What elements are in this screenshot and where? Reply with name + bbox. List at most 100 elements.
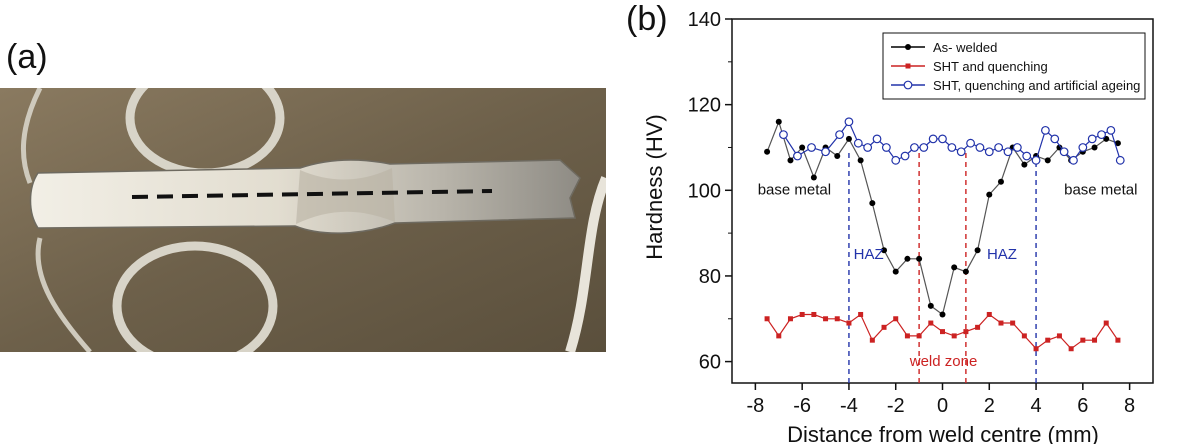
data-point <box>986 311 992 317</box>
data-point <box>835 130 844 140</box>
data-point <box>900 151 910 161</box>
data-point <box>975 324 981 330</box>
x-tick-label: 0 <box>937 395 948 417</box>
data-point <box>1106 125 1116 135</box>
measurement-dashed-line <box>131 189 493 199</box>
data-point <box>910 143 919 152</box>
data-point <box>764 316 770 322</box>
data-point <box>881 143 891 152</box>
legend: As- welded SHT and quenching SHT, quenchin… <box>882 32 1146 100</box>
x-tick-label: 8 <box>1124 395 1135 417</box>
y-tick-label: 120 <box>688 95 721 117</box>
data-point <box>928 134 938 144</box>
data-point <box>892 268 899 275</box>
data-point <box>821 147 830 157</box>
data-point <box>986 191 993 198</box>
reference-lines <box>848 151 1037 383</box>
data-point <box>940 329 945 335</box>
data-point <box>869 200 876 207</box>
data-point <box>1114 140 1121 147</box>
x-tick-label: 2 <box>984 395 995 417</box>
data-point <box>1033 346 1039 352</box>
legend-marker <box>905 44 911 50</box>
data-point <box>776 333 782 339</box>
data-point <box>966 138 975 148</box>
data-point <box>997 178 1004 185</box>
data-point <box>1021 161 1028 168</box>
data-point <box>1069 155 1078 165</box>
data-point <box>881 247 888 254</box>
weld-bead <box>296 168 395 224</box>
data-point <box>951 333 957 339</box>
data-point <box>928 320 934 326</box>
data-point <box>881 324 887 330</box>
left-wire <box>21 88 92 352</box>
legend-label: SHT, quenching and artificial ageing <box>933 78 1140 93</box>
data-point <box>1031 155 1041 165</box>
y-tick-label: 100 <box>688 180 721 202</box>
annotation-label: HAZ <box>987 246 1017 263</box>
data-point <box>893 316 899 322</box>
legend-box <box>882 32 1146 100</box>
data-point <box>1092 337 1098 343</box>
legend-marker <box>905 63 911 69</box>
data-point <box>963 329 969 335</box>
annotations: base metal base metal HAZ HAZ weld zone <box>758 182 1138 370</box>
data-point <box>846 320 852 326</box>
data-point <box>904 333 910 339</box>
x-axis-label: Distance from weld centre (mm) <box>787 422 1099 444</box>
data-point <box>1103 320 1109 326</box>
annotation-label: weld zone <box>909 353 978 370</box>
data-point <box>764 148 771 155</box>
data-point <box>1022 151 1032 161</box>
data-point <box>962 268 969 275</box>
data-point <box>939 311 946 318</box>
x-tick-label: -4 <box>840 395 858 417</box>
data-point <box>919 143 929 152</box>
y-tick-label: 80 <box>699 266 721 288</box>
data-point <box>1087 134 1097 144</box>
data-point <box>845 135 852 142</box>
data-point <box>863 143 873 152</box>
annotation-label: base metal <box>1064 182 1137 199</box>
data-point <box>1012 143 1022 152</box>
data-point <box>844 117 854 127</box>
data-point <box>904 255 911 262</box>
data-point <box>1115 155 1125 165</box>
y-axis-label: Hardness (HV) <box>642 114 667 259</box>
legend-label: SHT and quenching <box>933 59 1048 74</box>
data-point <box>1078 143 1088 152</box>
data-point <box>834 153 841 160</box>
data-point <box>858 311 864 317</box>
x-tick-label: 6 <box>1077 395 1088 417</box>
right-wire <box>565 176 606 352</box>
y-tick-label: 60 <box>699 352 721 374</box>
data-point <box>872 134 882 144</box>
data-point <box>916 333 922 339</box>
data-point <box>1068 346 1074 352</box>
data-point <box>974 247 981 254</box>
data-point <box>938 134 947 144</box>
annotation-label: base metal <box>758 182 831 199</box>
series-line-2 <box>782 120 1121 162</box>
data-point <box>823 316 829 322</box>
data-point <box>787 316 793 322</box>
data-point <box>1115 337 1121 343</box>
data-point <box>779 130 788 140</box>
data-point <box>810 174 817 181</box>
data-point <box>811 311 817 317</box>
data-point <box>1003 147 1013 157</box>
data-point <box>799 311 805 317</box>
data-point <box>1097 130 1106 140</box>
data-point <box>869 337 875 343</box>
data-point <box>834 316 840 322</box>
x-tick-label: -8 <box>746 395 764 417</box>
data-point <box>1056 333 1062 339</box>
weld-specimen-photo <box>0 88 606 352</box>
panel-label-b: (b) <box>626 0 668 38</box>
data-point <box>1021 333 1027 339</box>
data-point <box>853 138 863 148</box>
lower-ring <box>112 241 278 352</box>
data-point <box>951 264 958 271</box>
